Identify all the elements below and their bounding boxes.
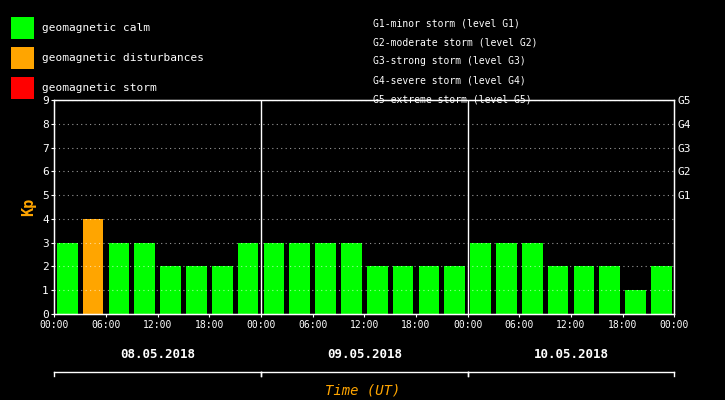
Bar [264, 243, 284, 314]
Bar [212, 266, 233, 314]
Bar [57, 243, 78, 314]
Text: geomagnetic storm: geomagnetic storm [42, 83, 157, 93]
Text: geomagnetic calm: geomagnetic calm [42, 23, 150, 33]
Text: 09.05.2018: 09.05.2018 [327, 348, 402, 360]
Text: G5-extreme storm (level G5): G5-extreme storm (level G5) [373, 95, 532, 105]
Text: G3-strong storm (level G3): G3-strong storm (level G3) [373, 56, 526, 66]
Text: G2-moderate storm (level G2): G2-moderate storm (level G2) [373, 37, 538, 47]
Text: G4-severe storm (level G4): G4-severe storm (level G4) [373, 76, 526, 86]
Text: 08.05.2018: 08.05.2018 [120, 348, 195, 360]
Bar [496, 243, 517, 314]
Bar [315, 243, 336, 314]
Bar [83, 219, 104, 314]
Bar [418, 266, 439, 314]
Bar [160, 266, 181, 314]
Y-axis label: Kp: Kp [22, 198, 36, 216]
Bar [471, 243, 491, 314]
Bar [134, 243, 155, 314]
Bar [341, 243, 362, 314]
Text: geomagnetic disturbances: geomagnetic disturbances [42, 53, 204, 63]
Bar [547, 266, 568, 314]
Bar [289, 243, 310, 314]
Bar [109, 243, 129, 314]
Text: Time (UT): Time (UT) [325, 383, 400, 397]
Bar [600, 266, 620, 314]
Text: 10.05.2018: 10.05.2018 [534, 348, 608, 360]
Bar [186, 266, 207, 314]
Bar [625, 290, 646, 314]
Bar [573, 266, 594, 314]
Bar [238, 243, 258, 314]
Bar [444, 266, 465, 314]
Bar [651, 266, 671, 314]
Text: G1-minor storm (level G1): G1-minor storm (level G1) [373, 18, 521, 28]
Bar [367, 266, 388, 314]
Bar [522, 243, 542, 314]
Bar [393, 266, 413, 314]
